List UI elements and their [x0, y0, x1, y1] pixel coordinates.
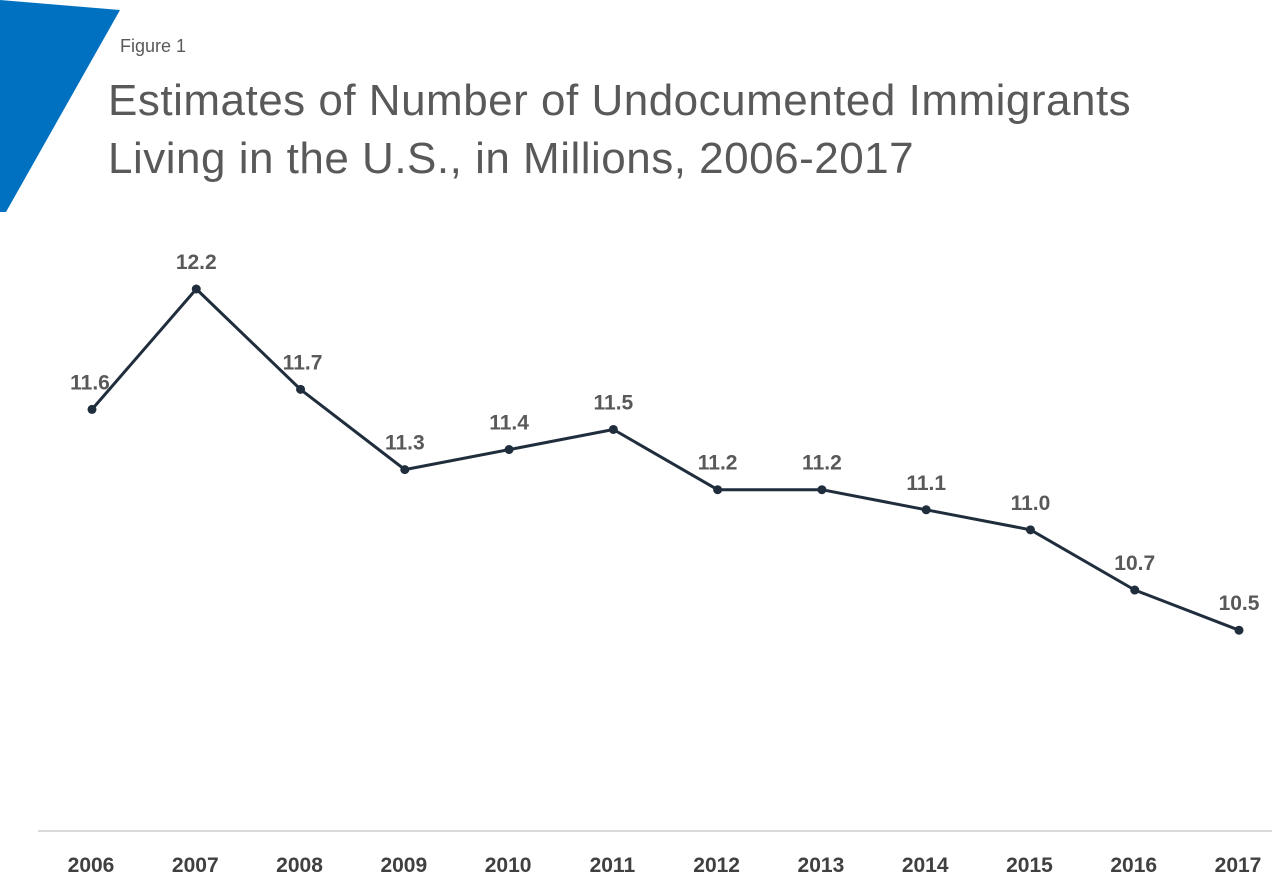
series-line — [90, 287, 1240, 632]
chart-title-line-1: Estimates of Number of Undocumented Immi… — [108, 76, 1132, 125]
data-label-2014: 11.1 — [906, 472, 946, 495]
data-label-2009: 11.3 — [385, 432, 425, 455]
blue-triangle-accent — [0, 0, 120, 212]
x-tick-labels-layer: 2006 2007 2008 2009 2010 2011 2012 2013 2014 2015… — [68, 854, 1262, 877]
chart-title: Estimates of Number of Undocumented Immi… — [108, 72, 1268, 188]
data-label-2017: 10.5 — [1219, 592, 1260, 615]
x-tick-label-2012: 2012 — [693, 854, 740, 877]
data-label-2011: 11.5 — [594, 391, 634, 414]
data-point-2009 — [400, 465, 410, 475]
x-tick-label-2006: 2006 — [68, 854, 115, 877]
x-tick-label-2011: 2011 — [590, 854, 636, 877]
x-tick-label-2014: 2014 — [902, 854, 949, 877]
x-tick-label-2016: 2016 — [1110, 854, 1157, 877]
x-tick-label-2009: 2009 — [380, 854, 427, 877]
data-label-2013: 11.2 — [802, 452, 842, 475]
data-point-2017 — [1234, 625, 1244, 635]
data-point-2016 — [1130, 585, 1140, 595]
data-label-2008: 11.7 — [283, 351, 323, 374]
x-tick-label-2007: 2007 — [172, 854, 219, 877]
data-label-2015: 11.0 — [1011, 492, 1051, 515]
data-point-2015 — [1025, 525, 1035, 535]
data-label-2006: 11.6 — [70, 371, 110, 394]
data-label-2007: 12.2 — [176, 251, 217, 274]
x-tick-label-2017: 2017 — [1215, 854, 1262, 877]
data-point-2011 — [608, 424, 618, 434]
data-point-2012 — [713, 485, 723, 495]
x-tick-label-2010: 2010 — [485, 854, 532, 877]
data-label-2012: 11.2 — [698, 452, 738, 475]
series-layer — [87, 284, 1244, 635]
data-point-2013 — [817, 485, 827, 495]
data-label-2010: 11.4 — [489, 412, 529, 435]
figure-label: Figure 1 — [120, 36, 187, 56]
data-label-2016: 10.7 — [1114, 552, 1155, 575]
chart-title-line-2: Living in the U.S., in Millions, 2006-20… — [108, 134, 915, 183]
corner-accent — [0, 0, 120, 212]
data-point-2006 — [87, 404, 97, 414]
data-labels-layer: 11.6 12.2 11.7 11.3 11.4 11.5 11.2 11.2 11.1 11.0… — [70, 251, 1260, 615]
data-point-2008 — [296, 384, 306, 394]
x-tick-label-2013: 2013 — [798, 854, 845, 877]
x-tick-label-2008: 2008 — [276, 854, 323, 877]
data-point-2007 — [191, 284, 201, 294]
x-tick-label-2015: 2015 — [1006, 854, 1053, 877]
data-point-2010 — [504, 445, 514, 455]
data-point-2014 — [921, 505, 931, 515]
